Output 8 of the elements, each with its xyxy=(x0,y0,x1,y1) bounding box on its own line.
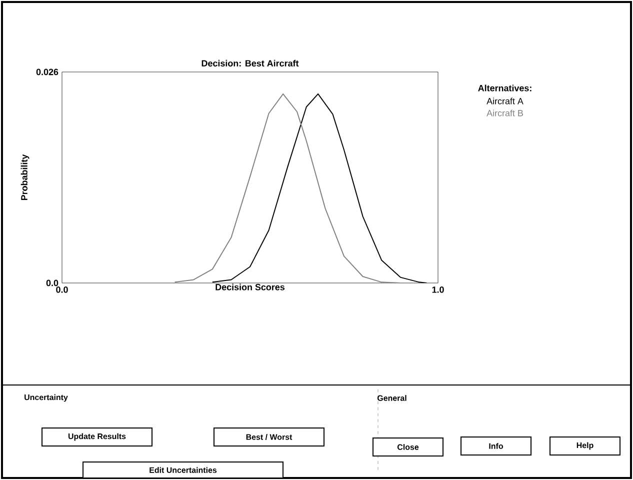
text: Aircraft A xyxy=(486,98,524,104)
x-tick-label: 1.0 xyxy=(432,286,444,293)
legend-title: Alternatives: xyxy=(478,84,532,92)
x-axis-title: Decision Scores xyxy=(216,284,285,290)
text: Aircraft B xyxy=(486,110,523,116)
y-axis-title: Probability xyxy=(20,154,30,200)
y-tick-label: 0.026 xyxy=(36,68,58,76)
chart-title: Decision: Best Aircraft xyxy=(202,60,299,66)
